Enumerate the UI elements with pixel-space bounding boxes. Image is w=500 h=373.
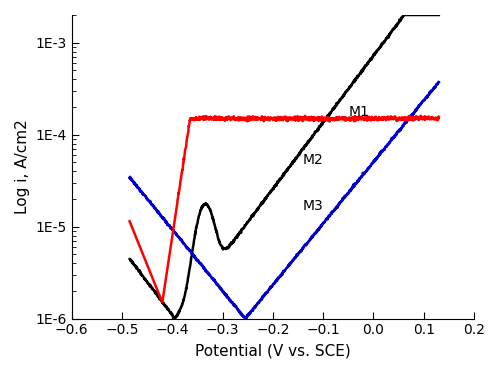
Text: M1: M1: [348, 105, 369, 119]
Text: M3: M3: [303, 200, 324, 213]
Text: M2: M2: [303, 153, 324, 167]
X-axis label: Potential (V vs. SCE): Potential (V vs. SCE): [195, 343, 351, 358]
Y-axis label: Log i, A/cm2: Log i, A/cm2: [15, 119, 30, 214]
